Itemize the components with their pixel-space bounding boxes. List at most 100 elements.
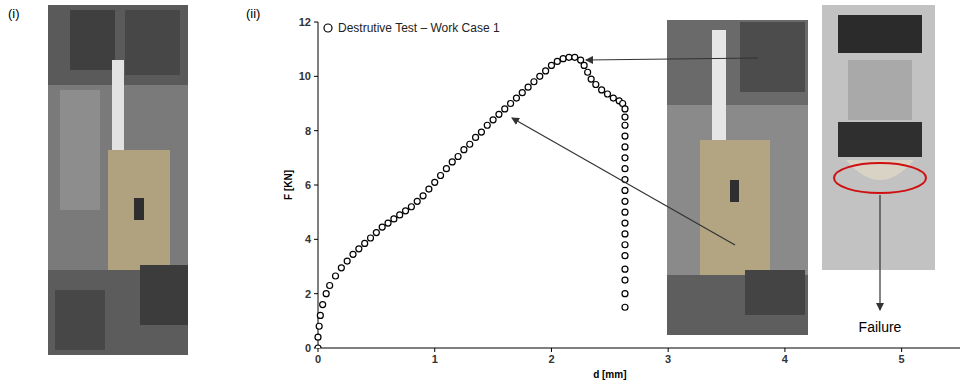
data-point [519, 90, 525, 96]
y-tick [314, 185, 318, 186]
x-tick [901, 348, 902, 352]
data-point [408, 204, 414, 210]
photo-part [140, 265, 188, 325]
photo-ii-machine [667, 20, 808, 335]
photo-part [838, 122, 922, 157]
photo-part [70, 10, 115, 70]
photo-part [745, 270, 805, 315]
legend-label: Destrutive Test – Work Case 1 [338, 21, 500, 35]
data-point [316, 323, 322, 329]
data-point [432, 179, 438, 185]
data-point [473, 134, 479, 140]
x-tick-label: 1 [432, 353, 438, 365]
photo-bg [822, 5, 935, 270]
data-point [397, 212, 403, 218]
data-point [362, 240, 368, 246]
photo-part [730, 180, 739, 202]
data-point [327, 283, 333, 289]
data-point [622, 266, 628, 272]
data-point [317, 312, 323, 318]
data-point [350, 251, 356, 257]
data-point [315, 345, 321, 348]
data-point [593, 81, 599, 87]
y-tick-label: 12 [299, 16, 311, 28]
legend-marker [324, 24, 332, 32]
data-point [525, 84, 531, 90]
panel-label: (ii) [246, 6, 260, 21]
data-point [513, 95, 519, 101]
photo-part [740, 22, 805, 92]
x-axis-line [318, 348, 960, 349]
data-point [531, 79, 537, 85]
data-point [622, 277, 628, 283]
x-tick-label: 4 [782, 353, 789, 365]
x-tick-label: 5 [899, 353, 905, 365]
data-point [622, 231, 628, 237]
data-point [368, 235, 374, 241]
data-point [403, 208, 409, 214]
data-point [420, 193, 426, 199]
legend: Destrutive Test – Work Case 1 [324, 21, 500, 35]
y-tick-label: 4 [305, 233, 312, 245]
x-tick-label: 3 [665, 353, 671, 365]
y-tick-label: 6 [305, 179, 311, 191]
data-point [426, 186, 432, 192]
data-point [604, 91, 610, 97]
photo-part [700, 140, 770, 290]
data-points [315, 54, 628, 348]
data-point [622, 209, 628, 215]
pointer-arrow [512, 118, 735, 245]
data-point [496, 111, 502, 117]
data-point [581, 62, 587, 68]
data-point [622, 155, 628, 161]
data-point [443, 166, 449, 172]
data-point [484, 122, 490, 128]
data-point [622, 253, 628, 259]
failure-arrow [879, 195, 880, 310]
y-tick [314, 239, 318, 240]
data-point [588, 76, 594, 82]
y-tick [314, 76, 318, 77]
data-point [599, 87, 605, 93]
data-point [610, 95, 616, 101]
data-point [572, 54, 578, 60]
photo-failure [822, 5, 935, 270]
data-point [338, 265, 344, 271]
data-point [585, 69, 591, 75]
data-point [385, 220, 391, 226]
data-point [320, 302, 326, 308]
y-axis-title: F [KN] [283, 170, 294, 200]
data-point [323, 291, 329, 297]
data-point [461, 147, 467, 153]
photo-part [838, 15, 922, 53]
panel-label: (i) [8, 6, 20, 21]
data-point [356, 246, 362, 252]
data-point [508, 101, 514, 107]
data-point [578, 57, 584, 63]
data-point [622, 114, 628, 120]
data-point [622, 133, 628, 139]
y-tick-label: 8 [305, 125, 311, 137]
x-tick [784, 348, 785, 352]
y-tick [314, 130, 318, 131]
data-point [449, 159, 455, 165]
data-point [414, 198, 420, 204]
figure: (i)(ii)024681012012345d [mm]F [KN]Destru… [0, 0, 975, 383]
photo-part [125, 10, 180, 75]
data-point [622, 242, 628, 248]
data-point [622, 291, 628, 297]
data-point [548, 62, 554, 68]
data-point [537, 73, 543, 79]
data-point [373, 230, 379, 236]
failure-label: Failure [859, 319, 902, 335]
data-point [379, 224, 385, 230]
data-point [566, 54, 572, 60]
x-tick-label: 0 [315, 353, 321, 365]
y-tick-label: 0 [305, 342, 311, 354]
y-tick [314, 293, 318, 294]
data-point [315, 334, 321, 340]
data-point [622, 187, 628, 193]
photo-bg [667, 20, 808, 335]
pointer-arrow [586, 58, 758, 60]
data-point [554, 58, 560, 64]
